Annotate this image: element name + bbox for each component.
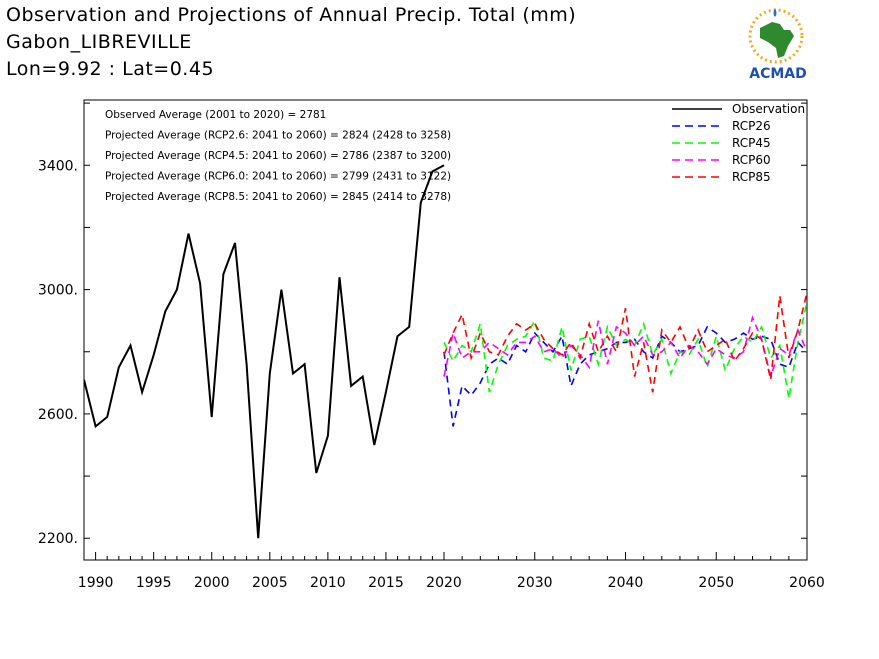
series-group xyxy=(84,164,807,539)
legend-label: RCP26 xyxy=(732,119,771,133)
series-line-rcp85 xyxy=(443,292,807,393)
legend-label: RCP60 xyxy=(732,153,771,167)
x-tick-label: 1990 xyxy=(78,575,114,591)
chart-title: Observation and Projections of Annual Pr… xyxy=(6,4,577,26)
annotation-text: Projected Average (RCP2.6: 2041 to 2060)… xyxy=(105,130,451,142)
x-tick-label: 2040 xyxy=(608,575,644,591)
x-tick-label: 2030 xyxy=(517,575,553,591)
series-line-rcp60 xyxy=(443,315,807,380)
series-line-observation xyxy=(84,164,445,539)
annotation-text: Projected Average (RCP4.5: 2041 to 2060)… xyxy=(105,150,451,162)
y-tick-label: 2600. xyxy=(38,407,78,423)
legend-label: Observation xyxy=(732,102,805,116)
annotation-text: Projected Average (RCP8.5: 2041 to 2060)… xyxy=(105,191,451,203)
x-tick-label: 2020 xyxy=(426,575,462,591)
x-tick-label: 2060 xyxy=(789,575,825,591)
series-line-rcp26 xyxy=(443,325,807,427)
legend-label: RCP45 xyxy=(732,136,771,150)
y-tick-label: 3000. xyxy=(38,283,78,299)
logo-text: ACMAD xyxy=(749,66,807,82)
annotation-text: Projected Average (RCP6.0: 2041 to 2060)… xyxy=(105,171,451,183)
y-tick-label: 2200. xyxy=(38,531,78,547)
x-tick-label: 2050 xyxy=(698,575,734,591)
y-tick-label: 3400. xyxy=(38,158,78,174)
x-tick-label: 2010 xyxy=(310,575,346,591)
acmad-logo: ACMAD xyxy=(748,8,807,82)
x-tick-label: 2005 xyxy=(252,575,288,591)
station-coordinates: Lon=9.92 : Lat=0.45 xyxy=(6,58,215,80)
x-tick-label: 2015 xyxy=(368,575,404,591)
station-name: Gabon_LIBREVILLE xyxy=(6,31,192,53)
annotation-text: Observed Average (2001 to 2020) = 2781 xyxy=(105,109,326,121)
x-tick-label: 2000 xyxy=(194,575,230,591)
africa-map-logo-icon xyxy=(748,8,804,64)
legend-label: RCP85 xyxy=(732,170,771,184)
plot-frame xyxy=(83,99,808,561)
x-tick-label: 1995 xyxy=(136,575,172,591)
